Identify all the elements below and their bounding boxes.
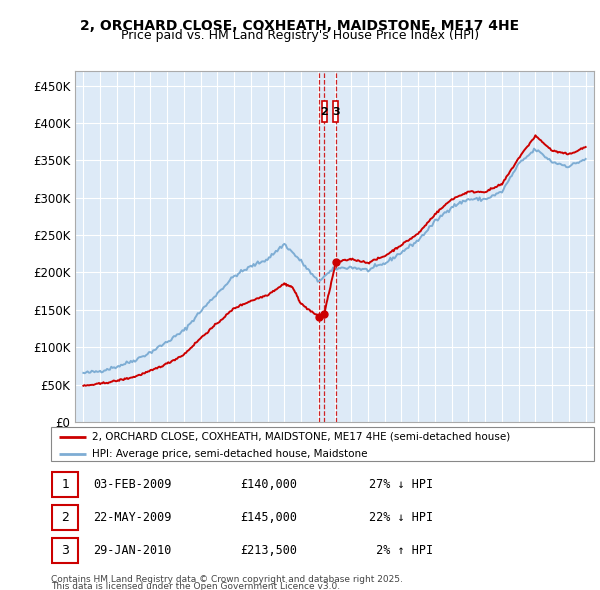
Text: 03-FEB-2009: 03-FEB-2009 [93,478,172,491]
FancyBboxPatch shape [334,101,338,122]
Text: 22% ↓ HPI: 22% ↓ HPI [369,511,433,524]
Text: 2: 2 [61,511,70,524]
Text: £140,000: £140,000 [240,478,297,491]
Text: 2, ORCHARD CLOSE, COXHEATH, MAIDSTONE, ME17 4HE: 2, ORCHARD CLOSE, COXHEATH, MAIDSTONE, M… [80,19,520,33]
FancyBboxPatch shape [51,427,594,461]
Text: £213,500: £213,500 [240,544,297,557]
Text: Price paid vs. HM Land Registry's House Price Index (HPI): Price paid vs. HM Land Registry's House … [121,30,479,42]
FancyBboxPatch shape [52,504,79,530]
Text: 2% ↑ HPI: 2% ↑ HPI [369,544,433,557]
Text: £145,000: £145,000 [240,511,297,524]
Text: 3: 3 [61,544,70,557]
FancyBboxPatch shape [52,471,79,497]
Text: 27% ↓ HPI: 27% ↓ HPI [369,478,433,491]
FancyBboxPatch shape [52,537,79,563]
FancyBboxPatch shape [322,101,326,122]
Text: HPI: Average price, semi-detached house, Maidstone: HPI: Average price, semi-detached house,… [92,449,367,459]
Text: 22-MAY-2009: 22-MAY-2009 [93,511,172,524]
Text: Contains HM Land Registry data © Crown copyright and database right 2025.: Contains HM Land Registry data © Crown c… [51,575,403,584]
Text: 3: 3 [332,107,340,117]
Text: 29-JAN-2010: 29-JAN-2010 [93,544,172,557]
Text: 2, ORCHARD CLOSE, COXHEATH, MAIDSTONE, ME17 4HE (semi-detached house): 2, ORCHARD CLOSE, COXHEATH, MAIDSTONE, M… [92,432,510,442]
Text: 1: 1 [61,478,70,491]
Text: This data is licensed under the Open Government Licence v3.0.: This data is licensed under the Open Gov… [51,582,340,590]
Text: 2: 2 [320,107,328,117]
